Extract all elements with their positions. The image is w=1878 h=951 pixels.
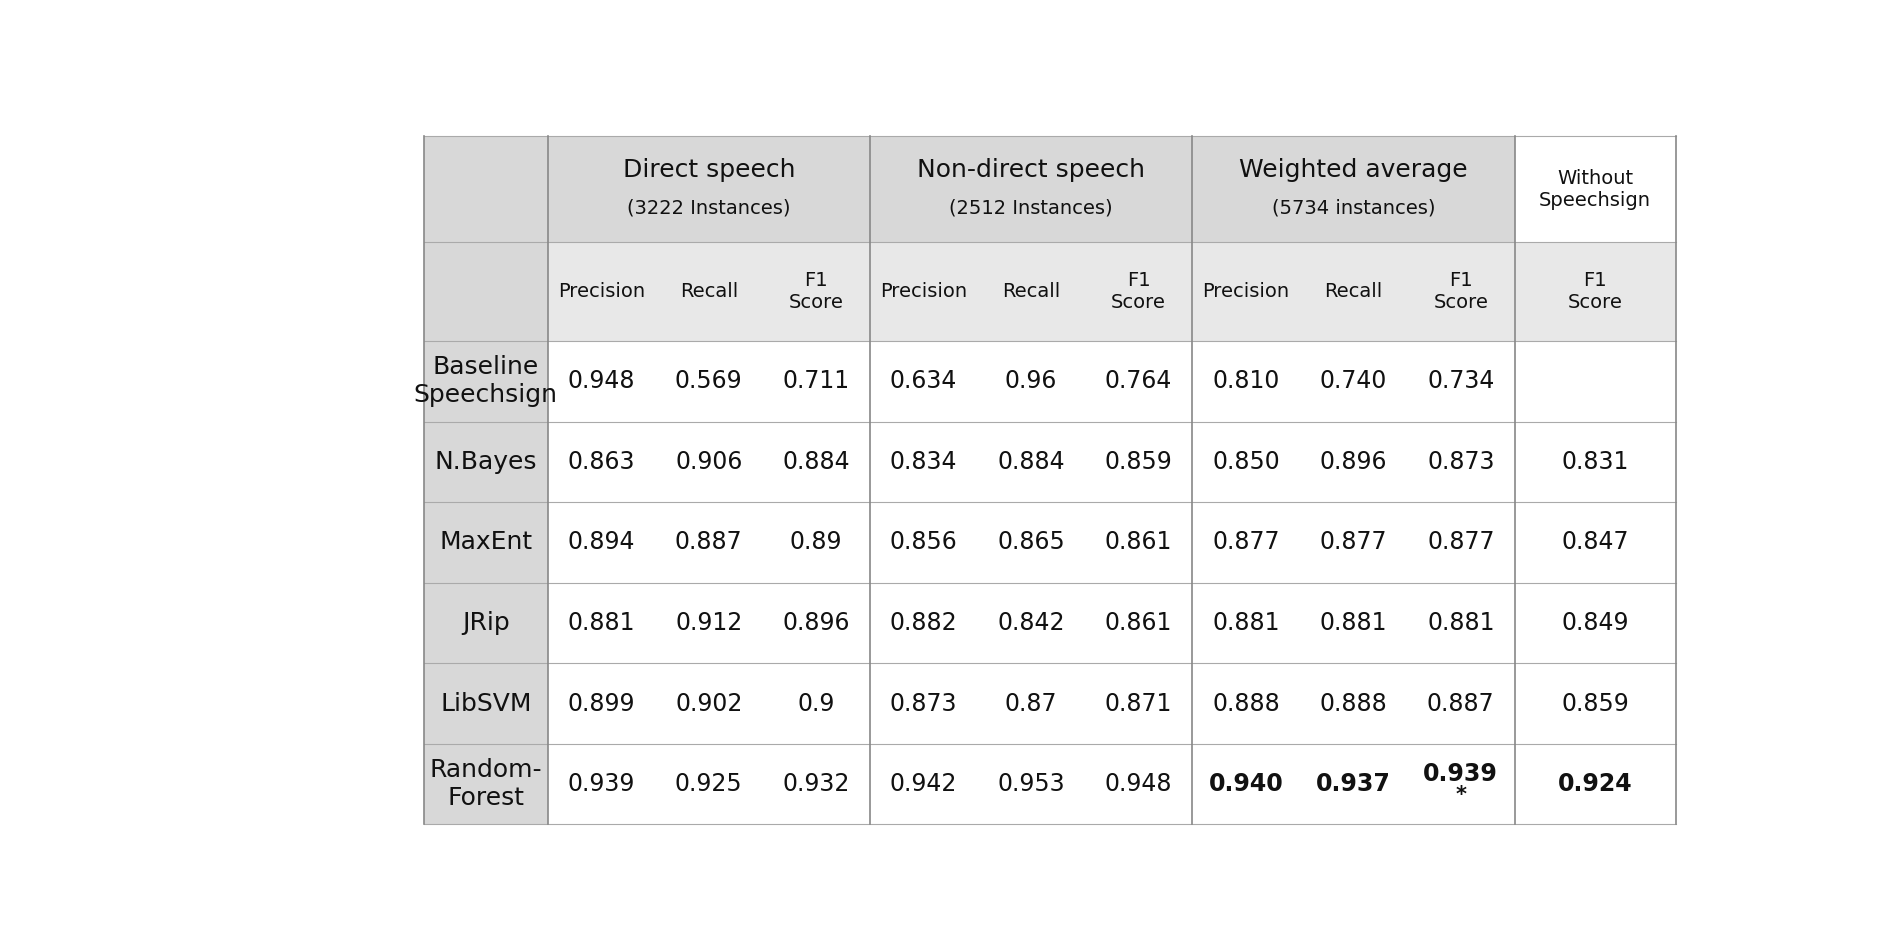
Bar [548, 583, 1675, 664]
Text: Direct speech: Direct speech [623, 158, 794, 182]
Text: 0.888: 0.888 [1211, 691, 1279, 715]
Text: Precision: Precision [1202, 282, 1290, 301]
Text: 0.942: 0.942 [890, 772, 958, 796]
Text: 0.873: 0.873 [890, 691, 958, 715]
Text: 0.877: 0.877 [1427, 531, 1495, 554]
Text: Recall: Recall [1324, 282, 1382, 301]
Text: Recall: Recall [1003, 282, 1061, 301]
Text: 0.847: 0.847 [1561, 531, 1628, 554]
Text: 0.896: 0.896 [1320, 450, 1388, 474]
Text: 0.948: 0.948 [567, 369, 635, 394]
Text: Without
Speechsign: Without Speechsign [1540, 168, 1651, 209]
Text: F1
Score: F1 Score [789, 271, 843, 312]
Text: 0.948: 0.948 [1104, 772, 1172, 796]
Text: 0.877: 0.877 [1211, 531, 1279, 554]
Text: 0.896: 0.896 [783, 611, 851, 635]
Text: 0.850: 0.850 [1211, 450, 1279, 474]
Text: 0.859: 0.859 [1104, 450, 1172, 474]
Text: Precision: Precision [558, 282, 644, 301]
Text: F1
Score: F1 Score [1568, 271, 1623, 312]
Text: 0.932: 0.932 [783, 772, 851, 796]
Text: 0.856: 0.856 [890, 531, 958, 554]
Text: Random-
Forest: Random- Forest [430, 758, 543, 810]
Bar [548, 341, 1675, 421]
Text: 0.861: 0.861 [1104, 611, 1172, 635]
Bar [548, 744, 1675, 825]
Text: 0.810: 0.810 [1213, 369, 1279, 394]
Text: 0.96: 0.96 [1005, 369, 1057, 394]
Text: 0.937: 0.937 [1316, 772, 1392, 796]
Text: 0.569: 0.569 [674, 369, 742, 394]
Text: 0.863: 0.863 [567, 450, 635, 474]
Text: (5734 instances): (5734 instances) [1271, 199, 1435, 218]
Text: F1
Score: F1 Score [1112, 271, 1166, 312]
Text: 0.711: 0.711 [783, 369, 851, 394]
Text: 0.842: 0.842 [997, 611, 1065, 635]
Text: 0.634: 0.634 [890, 369, 958, 394]
Text: 0.887: 0.887 [1427, 691, 1495, 715]
Bar [1514, 136, 1675, 243]
Text: Non-direct speech: Non-direct speech [916, 158, 1146, 182]
Text: 0.953: 0.953 [997, 772, 1065, 796]
Text: *: * [1455, 785, 1467, 805]
Text: 0.924: 0.924 [1557, 772, 1632, 796]
Text: Precision: Precision [881, 282, 967, 301]
Text: (2512 Instances): (2512 Instances) [948, 199, 1114, 218]
Bar [548, 243, 1675, 341]
Text: F1
Score: F1 Score [1433, 271, 1487, 312]
Text: 0.888: 0.888 [1320, 691, 1388, 715]
Text: 0.831: 0.831 [1561, 450, 1628, 474]
Text: 0.887: 0.887 [674, 531, 742, 554]
Text: LibSVM: LibSVM [439, 691, 531, 715]
Text: 0.906: 0.906 [674, 450, 742, 474]
Text: Weighted average: Weighted average [1239, 158, 1469, 182]
Text: MaxEnt: MaxEnt [439, 531, 531, 554]
Text: 0.881: 0.881 [1320, 611, 1388, 635]
Text: 0.939: 0.939 [567, 772, 635, 796]
Text: 0.764: 0.764 [1104, 369, 1172, 394]
Text: 0.881: 0.881 [1211, 611, 1279, 635]
Text: 0.899: 0.899 [567, 691, 635, 715]
Bar [548, 421, 1675, 502]
Text: 0.940: 0.940 [1209, 772, 1283, 796]
Text: 0.877: 0.877 [1320, 531, 1388, 554]
Text: 0.9: 0.9 [798, 691, 836, 715]
Text: 0.834: 0.834 [890, 450, 958, 474]
Text: N.Bayes: N.Bayes [434, 450, 537, 474]
Text: 0.740: 0.740 [1320, 369, 1388, 394]
Text: Baseline
Speechsign: Baseline Speechsign [413, 356, 558, 407]
Text: 0.894: 0.894 [567, 531, 635, 554]
Bar [548, 664, 1675, 744]
Text: 0.884: 0.884 [783, 450, 851, 474]
Text: 0.849: 0.849 [1561, 611, 1628, 635]
Bar [548, 136, 1514, 243]
Text: 0.881: 0.881 [567, 611, 635, 635]
Text: 0.881: 0.881 [1427, 611, 1495, 635]
Text: 0.902: 0.902 [674, 691, 742, 715]
Text: 0.859: 0.859 [1561, 691, 1628, 715]
Text: 0.89: 0.89 [791, 531, 843, 554]
Text: Recall: Recall [680, 282, 738, 301]
Text: (3222 Instances): (3222 Instances) [627, 199, 791, 218]
Text: 0.861: 0.861 [1104, 531, 1172, 554]
Bar [548, 502, 1675, 583]
Text: 0.882: 0.882 [890, 611, 958, 635]
Text: 0.925: 0.925 [674, 772, 742, 796]
Text: 0.871: 0.871 [1104, 691, 1172, 715]
Text: 0.912: 0.912 [676, 611, 742, 635]
Text: JRip: JRip [462, 611, 509, 635]
Text: 0.884: 0.884 [997, 450, 1065, 474]
Text: 0.865: 0.865 [997, 531, 1065, 554]
Text: 0.939: 0.939 [1424, 762, 1499, 786]
Text: 0.734: 0.734 [1427, 369, 1495, 394]
Text: 0.87: 0.87 [1005, 691, 1057, 715]
Text: 0.873: 0.873 [1427, 450, 1495, 474]
Bar [424, 136, 548, 825]
